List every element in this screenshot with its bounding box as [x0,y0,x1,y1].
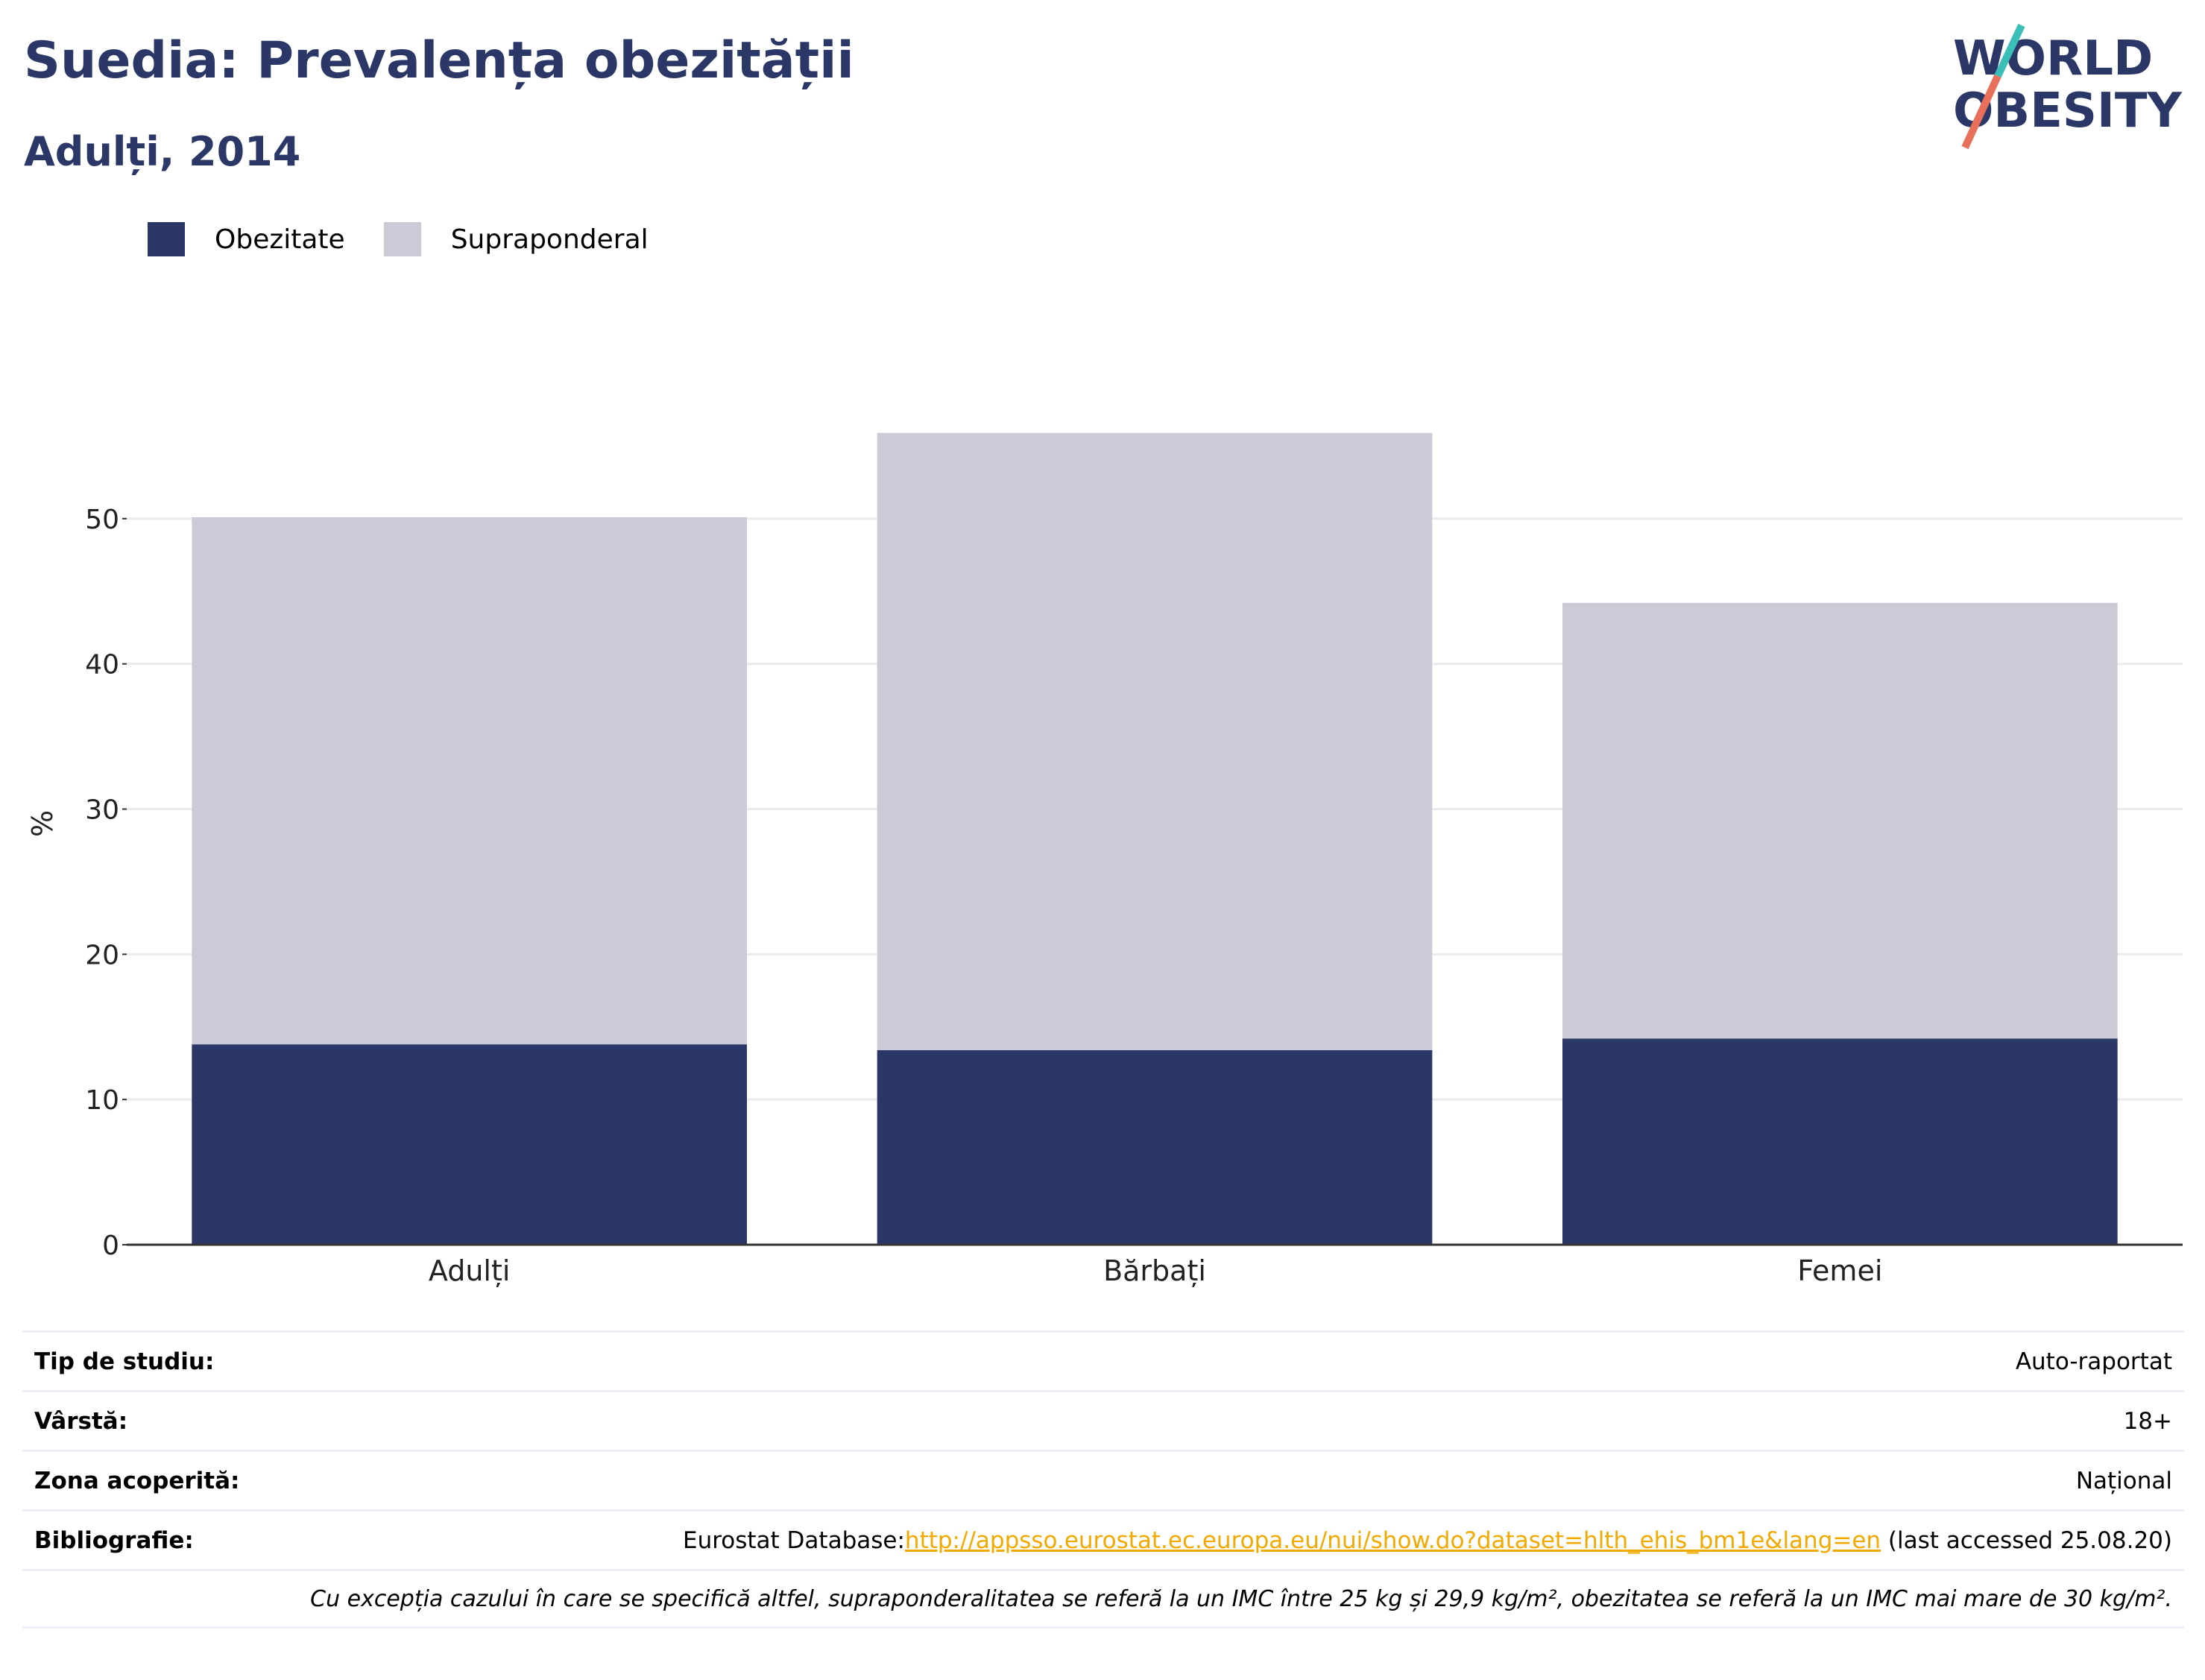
info-label-coverage: Zona acoperită: [34,1467,240,1494]
info-row-study-type: Tip de studiu: Auto-raportat [22,1330,2184,1390]
y-tick-label: 0 [102,1231,119,1261]
x-tick-label: Femei [1797,1254,1882,1287]
x-tick-label: Bărbați [1103,1254,1206,1287]
legend-label-obezitate: Obezitate [215,224,345,255]
bar-obezitate[interactable] [877,1049,1433,1245]
info-row-age: Vârstă: 18+ [22,1390,2184,1450]
study-info-table: Tip de studiu: Auto-raportat Vârstă: 18+… [22,1330,2184,1629]
logo-slash-coral [1961,74,2001,150]
y-tick-label: 40 [85,650,119,680]
y-tick-label: 20 [85,940,119,970]
bibliography-link[interactable]: http://appsso.eurostat.ec.europa.eu/nui/… [904,1526,1881,1554]
bar-supraponderal[interactable] [877,432,1433,1050]
chart-title: Suedia: Prevalența obezității [24,31,854,90]
stacked-bar-chart: 0 10 20 30 40 50% Adulți Bărbați Femei [26,432,2183,1287]
info-value-bibliography: Eurostat Database:http://appsso.eurostat… [683,1527,2172,1554]
y-tick-label: 30 [85,795,119,826]
bar-supraponderal[interactable] [192,517,747,1045]
y-tick-label: 50 [85,505,119,535]
info-row-note: Cu excepția cazului în care se specifică… [22,1569,2184,1629]
x-tick-label: Adulți [429,1254,511,1287]
legend-label-supraponderal: Supraponderal [450,224,649,255]
info-row-coverage: Zona acoperită: Național [22,1450,2184,1509]
chart-legend: Obezitate Supraponderal [148,222,687,256]
legend-item-obezitate[interactable]: Obezitate [148,222,345,256]
info-label-bibliography: Bibliografie: [34,1526,194,1554]
info-label-age: Vârstă: [34,1407,128,1435]
legend-swatch-obezitate [148,222,185,256]
info-value-coverage: Național [2075,1467,2172,1494]
y-axis-title: % [26,810,59,837]
world-obesity-logo: WORLD OBESITY [1953,23,2182,150]
info-value-study-type: Auto-raportat [2015,1348,2172,1375]
info-label-study-type: Tip de studiu: [34,1348,215,1375]
legend-swatch-supraponderal [383,222,421,256]
logo-slash-teal [1994,23,2025,78]
info-row-bibliography: Bibliografie: Eurostat Database:http://a… [22,1509,2184,1569]
info-value-age: 18+ [2123,1407,2172,1435]
bar-obezitate[interactable] [192,1044,747,1245]
bibliography-suffix: (last accessed 25.08.20) [1881,1526,2172,1554]
bar-supraponderal[interactable] [1562,602,2118,1039]
y-tick-label: 10 [85,1085,119,1116]
bar-obezitate[interactable] [1562,1038,2118,1245]
bibliography-prefix: Eurostat Database: [682,1526,905,1554]
logo-line1: WORLD [1953,31,2153,86]
chart-subtitle: Adulți, 2014 [24,128,301,175]
legend-item-supraponderal[interactable]: Supraponderal [383,222,649,256]
definition-note: Cu excepția cazului în care se specifică… [310,1585,2172,1612]
